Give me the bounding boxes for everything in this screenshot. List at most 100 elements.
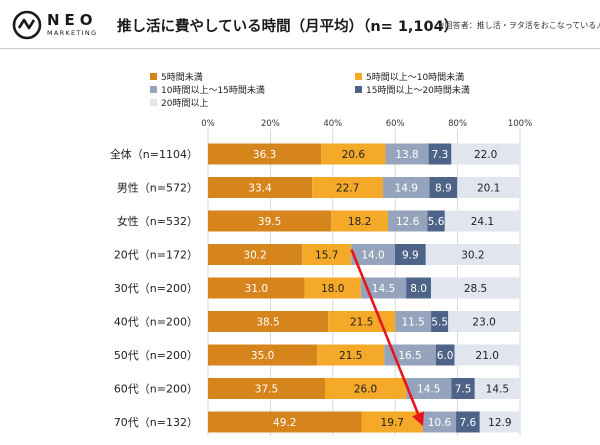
legend-swatch: [150, 73, 157, 80]
bar-segment: [361, 411, 423, 433]
bar-segment: [208, 143, 322, 165]
data-label: 39.5: [258, 216, 281, 228]
arrow-shaft: [350, 249, 420, 415]
bar-segment: [208, 244, 303, 265]
data-label: 38.5: [256, 317, 279, 329]
bar-segment: [425, 244, 520, 265]
data-label: 23.0: [472, 317, 495, 329]
data-label: 8.9: [435, 183, 452, 195]
bar-segment: [451, 143, 520, 165]
bar-segment: [448, 311, 520, 332]
bar-segment: [406, 378, 452, 399]
bar-segment: [394, 244, 426, 265]
category-label: 50代（n=200）: [114, 349, 198, 362]
data-label: 14.5: [372, 283, 395, 295]
chart-title: 推し活に費やしている時間（月平均）（n= 1,104）: [117, 19, 459, 35]
category-label: 60代（n=200）: [114, 383, 198, 396]
data-label: 7.3: [432, 149, 449, 161]
bar-segment: [431, 311, 449, 332]
data-label: 21.0: [476, 350, 499, 362]
data-label: 5.6: [428, 216, 445, 228]
x-tick-label: 40%: [323, 119, 342, 129]
data-label: 5.5: [431, 317, 448, 329]
data-label: 9.9: [402, 250, 419, 262]
data-label: 6.0: [437, 350, 454, 362]
bar-segment: [451, 378, 475, 399]
data-label: 20.1: [477, 183, 500, 195]
data-label: 37.5: [255, 384, 278, 396]
legend-label: 5時間未満: [161, 71, 203, 83]
neo-logo-icon: [12, 10, 42, 40]
bar-segment: [208, 411, 362, 433]
bar-segment: [208, 344, 318, 366]
bar-segment: [208, 277, 305, 299]
bar-segment: [454, 344, 520, 366]
arrow-head: [412, 411, 425, 426]
bar-segment: [325, 378, 407, 399]
legend-label: 20時間以上: [161, 98, 208, 109]
legend-swatch: [150, 86, 157, 93]
data-label: 30.2: [461, 250, 484, 262]
legend-label: 5時間以上〜10時間未満: [366, 71, 464, 83]
bar-segment: [383, 177, 430, 198]
bar-segment: [427, 210, 445, 232]
data-label: 14.5: [417, 384, 440, 396]
bar-segment: [435, 344, 455, 366]
bar-segment: [385, 143, 429, 165]
bar-segment: [351, 244, 395, 265]
data-label: 10.6: [428, 417, 452, 429]
bar-segment: [422, 411, 457, 433]
data-label: 12.6: [396, 216, 420, 228]
bar-segment: [457, 177, 520, 198]
data-label: 8.0: [410, 283, 427, 295]
bar-segment: [388, 210, 428, 232]
bar-segment: [428, 143, 452, 165]
bar-segment: [444, 210, 520, 232]
bar-segment: [456, 411, 480, 433]
category-label: 全体（n=1104）: [110, 147, 198, 161]
header: NEO MARKETING 推し活に費やしている時間（月平均）（n= 1,104…: [0, 0, 600, 50]
bar-segment: [302, 244, 352, 265]
bar-segment: [479, 411, 520, 433]
data-label: 21.5: [350, 317, 373, 329]
data-label: 11.5: [401, 317, 424, 329]
header-divider: [0, 48, 600, 49]
data-label: 49.2: [273, 417, 296, 429]
category-label: 40代（n=200）: [114, 316, 198, 329]
bar-segment: [208, 177, 313, 198]
data-label: 13.8: [395, 149, 418, 161]
data-label: 15.7: [315, 250, 338, 262]
brand-name: NEO: [47, 11, 98, 29]
category-label: 70代（n=132）: [114, 416, 198, 429]
data-label: 12.9: [488, 417, 511, 429]
data-label: 18.2: [348, 216, 371, 228]
brand-sub: MARKETING: [47, 29, 98, 37]
category-label: 女性（n=532）: [117, 214, 198, 228]
category-label: 20代（n=172）: [114, 249, 198, 262]
data-label: 31.0: [245, 283, 268, 295]
bar-segment: [395, 311, 432, 332]
bar-segment: [431, 277, 520, 299]
data-label: 14.0: [361, 250, 384, 262]
category-label: 30代（n=200）: [114, 282, 198, 295]
bar-segment: [208, 210, 332, 232]
data-label: 7.5: [455, 384, 472, 396]
bar-segment: [312, 177, 384, 198]
data-label: 28.5: [464, 283, 487, 295]
x-tick-label: 20%: [261, 119, 280, 129]
bar-segment: [208, 378, 325, 399]
data-label: 30.2: [243, 250, 266, 262]
x-tick-label: 100%: [508, 119, 532, 129]
data-label: 18.0: [321, 283, 344, 295]
data-label: 22.7: [336, 183, 359, 195]
bar-segment: [429, 177, 458, 198]
legend-swatch: [150, 99, 157, 106]
data-label: 14.9: [395, 183, 418, 195]
data-label: 14.5: [486, 384, 509, 396]
bar-segment: [321, 143, 386, 165]
data-label: 22.0: [474, 149, 497, 161]
data-label: 35.0: [251, 350, 274, 362]
bar-segment: [406, 277, 432, 299]
respondent-note: ※回答者：推し活・ヲタ活をおこなっている人: [438, 21, 600, 30]
